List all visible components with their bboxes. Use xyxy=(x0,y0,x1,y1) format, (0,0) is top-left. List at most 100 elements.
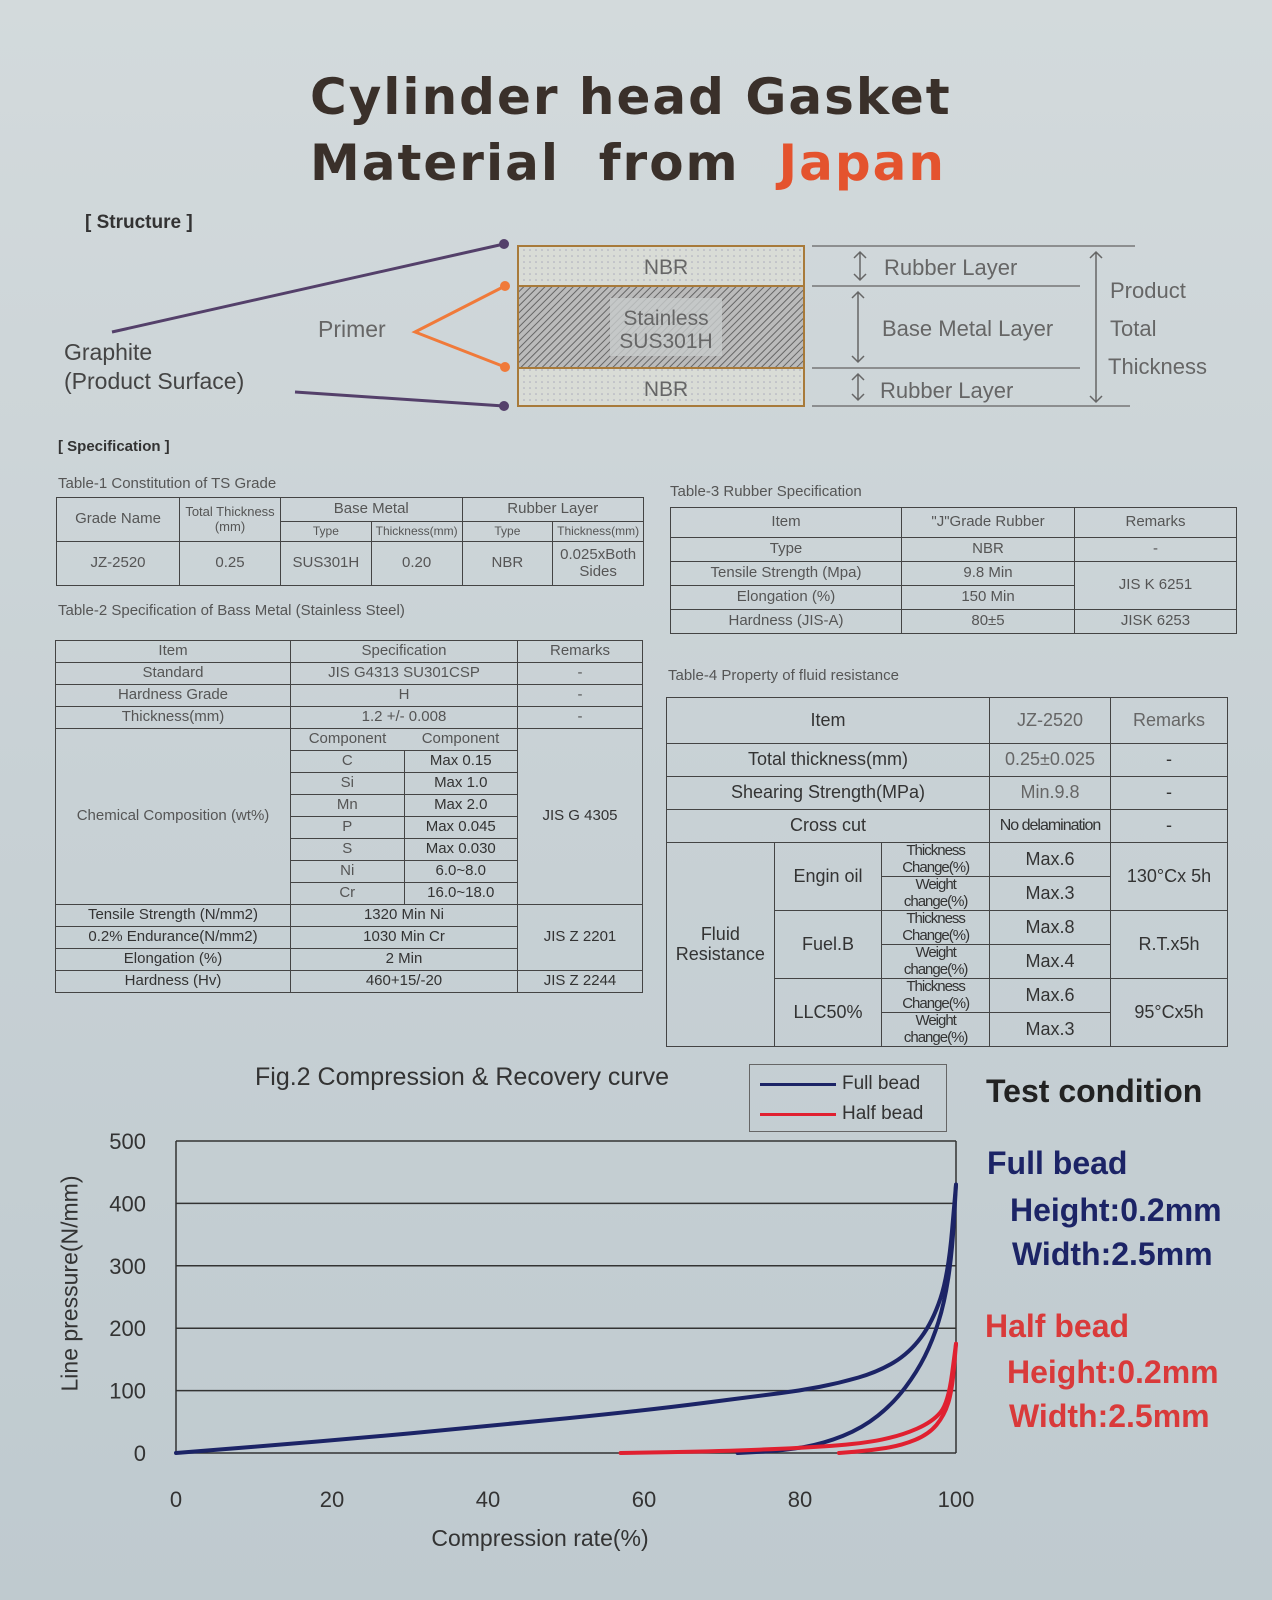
cell: Standard xyxy=(55,662,291,685)
product-label: Product xyxy=(1110,278,1186,303)
table3-caption: Table-3 Rubber Specification xyxy=(670,483,862,500)
cell: - xyxy=(1110,743,1228,777)
cell: 1.2 +/- 0.008 xyxy=(290,706,518,729)
full-bead-compression-curve xyxy=(174,1182,958,1455)
cell: Max.6 xyxy=(989,842,1111,877)
rubber-layer-bottom-label: Rubber Layer xyxy=(880,378,1013,403)
cell: Max.3 xyxy=(989,1012,1111,1047)
title-material-from: Material from xyxy=(310,134,740,192)
chem-header: Component xyxy=(290,728,404,751)
cell: - xyxy=(1110,776,1228,810)
cell: - xyxy=(1074,537,1237,562)
cell: H xyxy=(290,684,518,707)
cell: 2 Min xyxy=(290,948,518,971)
layer-sus301h: SUS301H xyxy=(619,330,712,353)
full-bead-width: Width:2.5mm xyxy=(1012,1236,1213,1272)
chart-title: Fig.2 Compression & Recovery curve xyxy=(255,1063,670,1091)
full-bead-label: Full bead xyxy=(987,1145,1128,1181)
half-bead-compression-curve xyxy=(618,1341,958,1455)
cell: 1030 Min Cr xyxy=(290,926,518,949)
x-tick-label: 60 xyxy=(632,1487,656,1512)
chem-header: Component xyxy=(404,728,518,751)
cell: Tensile Strength (Mpa) xyxy=(670,561,902,586)
cell: SUS301H xyxy=(280,541,372,586)
cell: Max 0.030 xyxy=(403,838,518,861)
cell: P xyxy=(290,816,405,839)
cell: 150 Min xyxy=(901,585,1075,610)
cell: Ni xyxy=(290,860,405,883)
cell: - xyxy=(517,706,643,729)
header-grade-name: Grade Name xyxy=(56,497,180,542)
cell: Max.8 xyxy=(989,910,1111,945)
header-remarks: Remarks xyxy=(1110,697,1228,744)
specification-heading: [ Specification ] xyxy=(58,438,170,455)
cell: Hardness (Hv) xyxy=(55,970,291,993)
header-item: Item xyxy=(55,640,291,663)
cell: Thickness Change(%) xyxy=(881,978,990,1013)
cell: JIS K 6251 xyxy=(1074,561,1237,610)
cell: Max.4 xyxy=(989,944,1111,979)
cell: Max 1.0 xyxy=(403,772,518,795)
y-tick-label: 400 xyxy=(109,1191,146,1216)
y-tick-label: 500 xyxy=(109,1129,146,1154)
cell: - xyxy=(517,662,643,685)
cell: Mn xyxy=(290,794,405,817)
x-axis-label: Compression rate(%) xyxy=(431,1525,649,1551)
cell: JISK 6253 xyxy=(1074,609,1237,634)
y-tick-label: 0 xyxy=(134,1441,146,1466)
cell: NBR xyxy=(901,537,1075,562)
cell: Thickness Change(%) xyxy=(881,842,990,877)
legend-half-label: Half bead xyxy=(842,1103,924,1124)
header-rl-thickness: Thickness(mm) xyxy=(552,521,644,542)
cell: Max.6 xyxy=(989,978,1111,1013)
test-condition-heading: Test condition xyxy=(986,1073,1203,1109)
x-tick-label: 0 xyxy=(170,1487,182,1512)
title-line-1: Cylinder head Gasket xyxy=(310,68,952,126)
table3: Item "J"Grade Rubber Remarks Type NBR - Tens… xyxy=(670,507,1237,634)
cell: 460+15/-20 xyxy=(290,970,518,993)
table1-caption: Table-1 Constitution of TS Grade xyxy=(58,475,277,492)
structure-heading: [ Structure ] xyxy=(85,212,193,233)
cell: 0.25 xyxy=(179,541,281,586)
chart-legend: Full bead Half bead xyxy=(749,1064,947,1132)
fluid-name: Fuel.B xyxy=(773,910,883,979)
cell: 0.2% Endurance(N/mm2) xyxy=(55,926,291,949)
legend-full-swatch xyxy=(760,1082,836,1086)
dimension-arrows xyxy=(851,250,1103,404)
cell: 0.20 xyxy=(370,541,463,586)
x-tick-label: 100 xyxy=(938,1487,975,1512)
cell: Hardness Grade xyxy=(55,684,291,707)
table2-caption: Table-2 Specification of Bass Metal (Sta… xyxy=(58,602,405,619)
legend-full-label: Full bead xyxy=(842,1073,921,1094)
half-bead-height: Height:0.2mm xyxy=(1007,1354,1219,1390)
base-metal-layer-label: Base Metal Layer xyxy=(882,316,1053,341)
product-surface-label: (Product Surface) xyxy=(64,368,244,394)
header-bm-thickness: Thickness(mm) xyxy=(370,521,463,542)
full-bead-recovery-curve xyxy=(735,1182,958,1455)
cell: S xyxy=(290,838,405,861)
graphite-pointer-bottom xyxy=(294,390,505,408)
cell: No delamination xyxy=(989,809,1111,843)
header-bm-type: Type xyxy=(280,521,372,542)
cell: Max.3 xyxy=(989,876,1111,911)
cell: 1320 Min Ni xyxy=(290,904,518,927)
cell: Thickness(mm) xyxy=(55,706,291,729)
y-tick-label: 100 xyxy=(109,1379,146,1404)
graphite-label: Graphite xyxy=(64,339,152,365)
table4: Item JZ-2520 Remarks Total thickness(mm) 0.… xyxy=(666,697,1228,1047)
cell: 95°Cx5h xyxy=(1110,978,1228,1047)
header-remarks: Remarks xyxy=(517,640,643,663)
table4-caption: Table-4 Property of fluid resistance xyxy=(668,667,899,684)
header-rubber-layer: Rubber Layer xyxy=(461,497,644,522)
header-item: Item xyxy=(670,507,902,538)
fluid-resistance-label: Fluid Resistance xyxy=(666,842,775,1047)
layer-nbr-top: NBR xyxy=(644,256,688,279)
nbr-bottom-layer xyxy=(517,367,805,407)
layer-nbr-bottom: NBR xyxy=(644,378,688,401)
header-remarks: Remarks xyxy=(1074,507,1237,538)
chemical-composition-label: Chemical Composition (wt%) xyxy=(55,728,291,905)
table2: Item Specification Remarks Standard JIS G43… xyxy=(55,640,643,993)
table1: Grade Name Total Thickness (mm) Base Metal… xyxy=(56,497,644,586)
cell: Weight change(%) xyxy=(881,1012,990,1047)
cell: Weight change(%) xyxy=(881,876,990,911)
